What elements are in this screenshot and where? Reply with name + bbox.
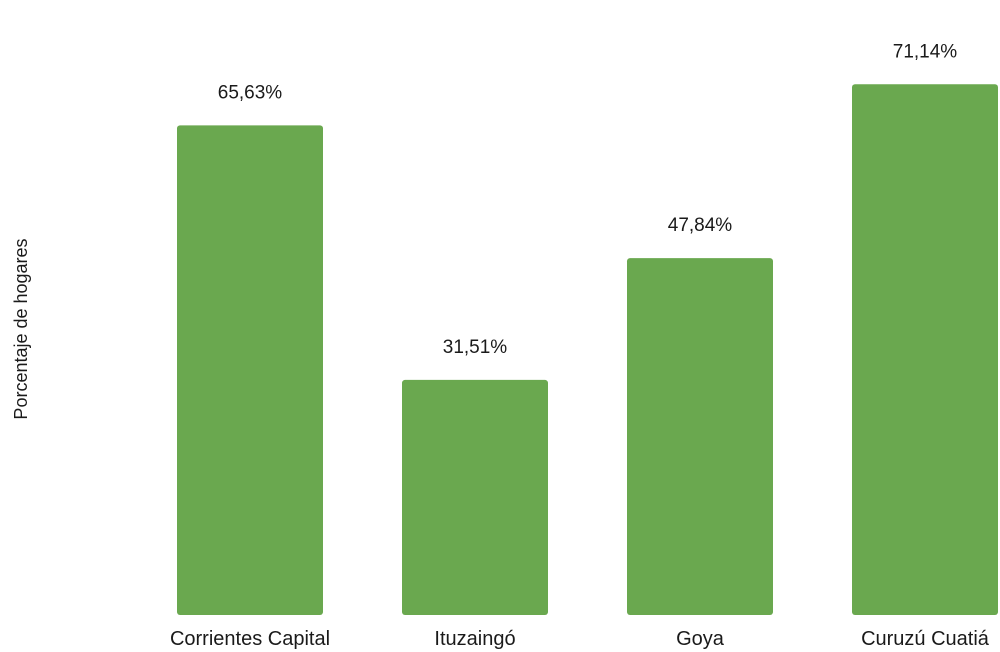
bar-value-labels: 65,63% 31,51% 47,84% 71,14% (218, 41, 958, 358)
category-label-1: Ituzaingó (434, 628, 515, 650)
bar-3 (852, 84, 998, 616)
bar-0 (177, 125, 323, 615)
y-axis-label: Porcentaje de hogares (11, 238, 31, 419)
category-label-3: Curuzú Cuatiá (861, 628, 990, 650)
category-label-2: Goya (676, 628, 725, 650)
bar-value-label-1: 31,51% (443, 337, 508, 358)
bar-value-label-0: 65,63% (218, 82, 283, 103)
bar-value-label-2: 47,84% (668, 215, 733, 236)
bars-group (177, 84, 998, 616)
category-labels: Corrientes Capital Ituzaingó Goya Curuzú Cu… (170, 628, 990, 650)
bar-2 (627, 258, 773, 615)
bar-value-label-3: 71,14% (893, 41, 958, 62)
category-label-0: Corrientes Capital (170, 628, 330, 650)
bar-1 (402, 379, 548, 615)
